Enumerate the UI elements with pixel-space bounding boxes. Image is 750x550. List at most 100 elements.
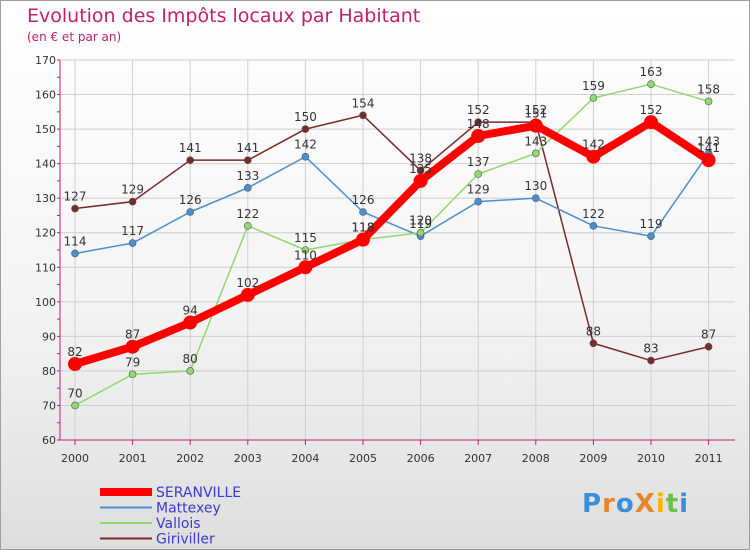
data-label: 102 bbox=[236, 276, 259, 290]
data-point bbox=[531, 194, 540, 202]
data-label: 143 bbox=[697, 134, 720, 148]
data-labels: 82 87 94 102 110 118 135 148 151 142 152 141 114 117 1… bbox=[64, 65, 721, 400]
data-point bbox=[589, 94, 598, 102]
data-point bbox=[244, 156, 252, 164]
legend-label: Mattexey bbox=[156, 501, 221, 517]
logo-letter: P bbox=[582, 489, 603, 519]
data-label: 119 bbox=[640, 217, 663, 231]
x-tick-label: 2006 bbox=[407, 452, 435, 465]
data-label: 159 bbox=[582, 79, 605, 93]
data-point bbox=[128, 370, 137, 379]
data-label: 117 bbox=[121, 224, 144, 238]
data-label: 114 bbox=[64, 234, 87, 248]
data-label: 126 bbox=[352, 193, 375, 207]
data-label: 118 bbox=[352, 221, 375, 235]
series-layer bbox=[68, 80, 716, 410]
data-label: 129 bbox=[467, 183, 490, 197]
data-point bbox=[471, 129, 486, 143]
data-point bbox=[589, 222, 598, 230]
data-label: 82 bbox=[67, 345, 82, 359]
y-tick-label: 140 bbox=[35, 158, 56, 171]
data-point bbox=[647, 80, 655, 88]
data-point bbox=[647, 356, 655, 365]
data-label: 163 bbox=[640, 65, 663, 79]
y-tick-label: 80 bbox=[42, 365, 56, 378]
data-point bbox=[301, 246, 310, 254]
data-point bbox=[589, 339, 598, 348]
x-tick-label: 2011 bbox=[695, 452, 723, 465]
data-label: 83 bbox=[643, 342, 658, 356]
data-label: 151 bbox=[524, 107, 547, 121]
data-label: 135 bbox=[409, 162, 432, 176]
data-label: 137 bbox=[467, 155, 490, 169]
data-point bbox=[647, 232, 655, 240]
x-tick-label: 2001 bbox=[119, 452, 147, 465]
data-label: 87 bbox=[701, 328, 716, 342]
x-tick-label: 2002 bbox=[176, 452, 204, 465]
data-label: 142 bbox=[294, 138, 317, 152]
data-label: 152 bbox=[467, 103, 490, 117]
data-label: 138 bbox=[409, 152, 432, 166]
data-point bbox=[244, 222, 252, 230]
logo-letter: i bbox=[655, 489, 666, 519]
grid bbox=[60, 59, 735, 441]
data-point bbox=[125, 339, 140, 354]
y-tick-label: 70 bbox=[42, 399, 56, 412]
data-label: 152 bbox=[524, 103, 547, 117]
data-label: 158 bbox=[697, 82, 720, 96]
data-point bbox=[474, 118, 483, 126]
x-tick-label: 2005 bbox=[349, 452, 377, 465]
data-label: 126 bbox=[179, 193, 202, 207]
data-point bbox=[474, 170, 483, 178]
data-label: 130 bbox=[524, 179, 547, 193]
data-label: 141 bbox=[236, 141, 259, 155]
y-tick-label: 130 bbox=[35, 192, 56, 205]
data-point bbox=[186, 208, 194, 216]
data-label: 80 bbox=[183, 352, 198, 366]
logo-letter: i bbox=[679, 489, 690, 519]
legend-label: Giriviller bbox=[156, 532, 215, 548]
data-point bbox=[356, 232, 370, 247]
data-point bbox=[531, 149, 540, 158]
logo-letter: r bbox=[602, 489, 616, 519]
y-tick-label: 110 bbox=[35, 261, 56, 274]
data-label: 110 bbox=[294, 248, 317, 262]
data-point bbox=[240, 287, 255, 302]
data-point bbox=[128, 197, 137, 206]
data-point bbox=[416, 228, 425, 237]
legend-label: Vallois bbox=[156, 516, 201, 532]
data-point bbox=[359, 208, 367, 216]
data-label: 143 bbox=[524, 134, 547, 148]
data-point bbox=[586, 149, 601, 164]
y-tick-label: 160 bbox=[35, 89, 56, 102]
data-point bbox=[183, 315, 198, 330]
logo-letter: X bbox=[634, 489, 656, 519]
y-tick-label: 90 bbox=[42, 330, 56, 343]
data-label: 150 bbox=[294, 110, 317, 124]
data-point bbox=[301, 152, 310, 161]
data-point bbox=[301, 125, 310, 133]
data-point bbox=[186, 156, 194, 164]
data-label: 122 bbox=[236, 207, 259, 221]
y-tick-label: 120 bbox=[35, 227, 56, 240]
data-label: 141 bbox=[179, 141, 202, 155]
data-label: 141 bbox=[697, 141, 720, 155]
legend-label: SERANVILLE bbox=[156, 485, 241, 501]
data-point bbox=[413, 173, 428, 188]
data-point bbox=[71, 204, 79, 213]
data-label: 120 bbox=[409, 214, 432, 228]
data-label: 142 bbox=[582, 138, 605, 152]
axes: 60 70 80 90 100 110 120 130 140 150 160 170 2000 2001… bbox=[35, 54, 735, 465]
x-tick-label: 2008 bbox=[522, 452, 550, 465]
data-label: 133 bbox=[236, 169, 259, 183]
y-tick-label: 170 bbox=[35, 54, 56, 67]
proxiti-logo: ProXiti bbox=[582, 489, 689, 519]
data-point bbox=[186, 367, 194, 375]
data-label: 79 bbox=[125, 355, 140, 369]
data-label: 118 bbox=[352, 221, 375, 235]
data-point bbox=[71, 249, 79, 258]
logo-letter: o bbox=[615, 489, 635, 519]
data-label: 127 bbox=[64, 190, 87, 204]
